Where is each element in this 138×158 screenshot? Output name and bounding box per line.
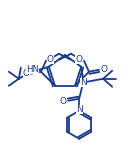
Text: HN: HN	[26, 65, 39, 74]
Text: O: O	[22, 69, 30, 78]
Text: N: N	[76, 105, 83, 114]
Text: N: N	[80, 78, 87, 87]
Text: O: O	[75, 55, 83, 64]
Text: O: O	[60, 97, 67, 106]
Text: O: O	[100, 65, 108, 74]
Text: O: O	[47, 55, 54, 64]
